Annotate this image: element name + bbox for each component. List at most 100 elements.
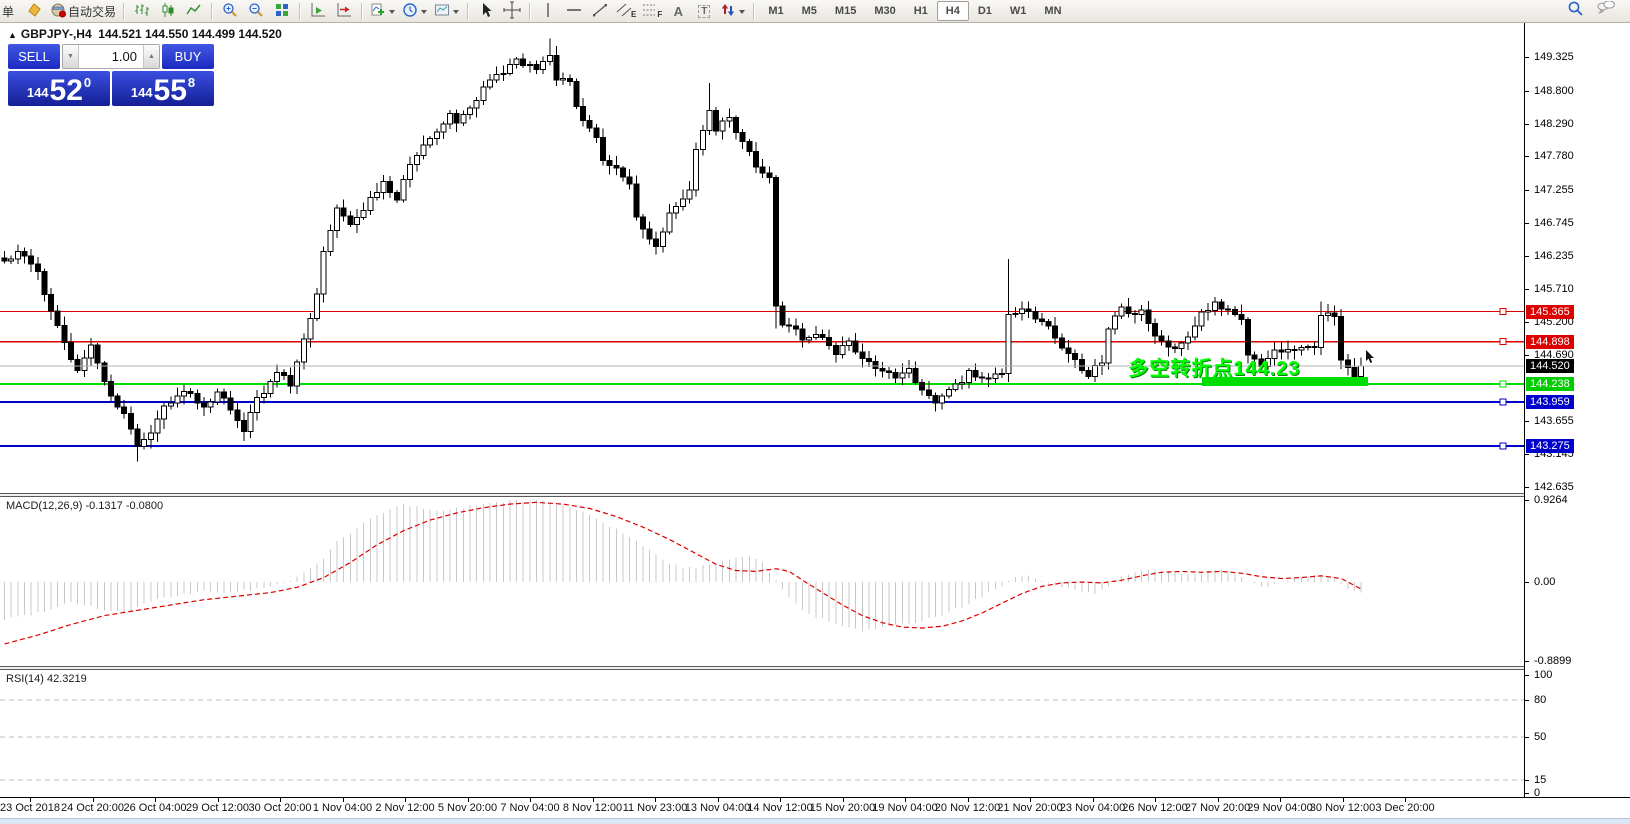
timeframe-m30[interactable]: M30 (874, 5, 896, 17)
equidistant-channel-icon (616, 2, 632, 21)
time-tick-label: 29 Nov 04:00 (1247, 802, 1313, 814)
panel-divider[interactable] (0, 493, 1630, 497)
chart-shift-button[interactable] (331, 1, 357, 21)
line-chart-button[interactable] (181, 1, 207, 21)
volume-increase-button[interactable]: ▲ (143, 45, 159, 68)
chevron-down-icon (421, 4, 428, 18)
price-axis[interactable]: 149.325 148.800 148.290 147.780 147.255 146.7… (1524, 23, 1630, 799)
time-tick-mark (905, 798, 906, 802)
axis-tick-mark (1525, 322, 1529, 324)
axis-tick-mark (1525, 255, 1529, 257)
time-tick-mark (967, 798, 969, 802)
timeframe-m1[interactable]: M1 (768, 5, 784, 17)
axis-tick-mark (1525, 123, 1529, 125)
axis-tick-label: 0.9264 (1534, 494, 1568, 506)
panel-divider[interactable] (0, 666, 1630, 670)
axis-tick-label: 0.00 (1534, 576, 1556, 588)
axis-tick-label: 142.635 (1534, 481, 1574, 494)
cursor-icon (478, 2, 494, 21)
toolbar-separator (299, 2, 302, 20)
axis-tick-mark (1525, 454, 1529, 456)
chat-icon[interactable] (1596, 0, 1616, 22)
buy-button[interactable]: BUY (162, 44, 214, 69)
buy-price-display[interactable]: 144 55 8 (112, 71, 214, 106)
crosshair-icon (503, 1, 521, 22)
time-axis[interactable]: 23 Oct 2018 24 Oct 20:00 26 Oct 04:00 29 Oc… (0, 797, 1630, 818)
axis-tick-mark (1525, 660, 1529, 662)
volume-decrease-button[interactable]: ▼ (63, 45, 79, 68)
tile-windows-button[interactable] (269, 1, 295, 21)
horizontal-line-button[interactable] (561, 1, 587, 21)
macd-panel[interactable]: MACD(12,26,9) -0.1317 -0.0800 (0, 497, 1524, 666)
metaeditor-button[interactable] (21, 1, 47, 21)
axis-tick-mark (1525, 582, 1529, 583)
time-tick-mark (30, 798, 31, 802)
time-tick-mark (1217, 798, 1219, 802)
axis-tick-label: 80 (1534, 693, 1547, 706)
timeframe-h1[interactable]: H1 (913, 5, 928, 17)
trendline-button[interactable] (587, 1, 613, 21)
axis-tick-mark (1525, 222, 1529, 224)
time-tick-mark (467, 798, 469, 802)
search-icon[interactable] (1567, 0, 1584, 22)
highlight-rectangle[interactable] (1201, 377, 1368, 387)
text-button[interactable]: A (665, 1, 691, 21)
new-order-button[interactable]: 单 (0, 1, 21, 21)
toolbar-separator (529, 2, 532, 20)
collapse-panel-icon[interactable]: ▲ (8, 30, 17, 40)
chart-header: ▲ GBPJPY-,H4 144.521 144.550 144.499 144.… (8, 27, 282, 41)
main-toolbar: 单 自动交易 E F A T (0, 0, 1630, 23)
timeframe-d1[interactable]: D1 (977, 5, 992, 17)
time-tick-mark (342, 798, 344, 802)
zoom-in-button[interactable] (217, 1, 243, 21)
timeframe-h4[interactable]: H4 (936, 1, 969, 21)
bar-chart-button[interactable] (129, 1, 155, 21)
time-tick-label: 11 Nov 23:00 (622, 802, 688, 814)
sell-price-display[interactable]: 144 52 0 (8, 71, 110, 106)
candlestick-chart-icon (160, 2, 176, 21)
text-label-button[interactable]: T (691, 1, 717, 21)
chart-shift-icon (336, 2, 352, 21)
axis-tick-label: 147.255 (1534, 184, 1574, 197)
axis-tick-mark (1525, 699, 1529, 701)
volume-input[interactable] (79, 45, 143, 68)
timeframe-w1[interactable]: W1 (1009, 5, 1027, 17)
sell-button[interactable]: SELL (8, 44, 60, 69)
price-chart-panel[interactable]: ▲ GBPJPY-,H4 144.521 144.550 144.499 144.… (0, 23, 1524, 493)
periods-button[interactable] (399, 1, 431, 21)
templates-button[interactable] (431, 1, 463, 21)
new-chart-button[interactable] (367, 1, 399, 21)
crosshair-button[interactable] (499, 1, 525, 21)
cursor-button[interactable] (473, 1, 499, 21)
time-tick-mark (780, 798, 781, 802)
arrows-button[interactable] (717, 1, 749, 21)
toolbar-separator (467, 2, 470, 20)
equidistant-channel-button[interactable]: E (613, 1, 639, 21)
toolbar-separator (753, 2, 756, 20)
auto-scroll-icon (310, 2, 326, 21)
vertical-line-icon (542, 2, 554, 21)
candlestick-chart-button[interactable] (155, 1, 181, 21)
rsi-panel[interactable]: RSI(14) 42.3219 (0, 670, 1524, 797)
autotrading-button[interactable]: 自动交易 (47, 1, 119, 21)
axis-tick-mark (1525, 57, 1529, 58)
fibonacci-button[interactable]: F (639, 1, 665, 21)
bar-chart-icon (134, 2, 150, 21)
axis-tick-label: 148.800 (1534, 84, 1574, 97)
timeframe-m15[interactable]: M15 (834, 5, 857, 17)
timeframe-mn[interactable]: MN (1044, 5, 1062, 17)
horizontal-line-icon (566, 2, 582, 21)
time-tick-label: 8 Nov 12:00 (562, 802, 623, 814)
auto-scroll-button[interactable] (305, 1, 331, 21)
status-strip (0, 818, 1630, 824)
macd-chart (4, 499, 1362, 645)
axis-tick-label: 143.655 (1534, 415, 1574, 428)
vertical-line-button[interactable] (535, 1, 561, 21)
annotation-text[interactable]: 多空转折点144.23 (1128, 358, 1301, 381)
timeframe-m5[interactable]: M5 (801, 5, 817, 17)
buy-price-sup: 8 (187, 75, 196, 90)
time-tick-mark (1155, 798, 1156, 802)
toolbar-right-group (1567, 0, 1616, 22)
zoom-out-button[interactable] (243, 1, 269, 21)
time-tick-label: 23 Nov 04:00 (1059, 802, 1126, 814)
